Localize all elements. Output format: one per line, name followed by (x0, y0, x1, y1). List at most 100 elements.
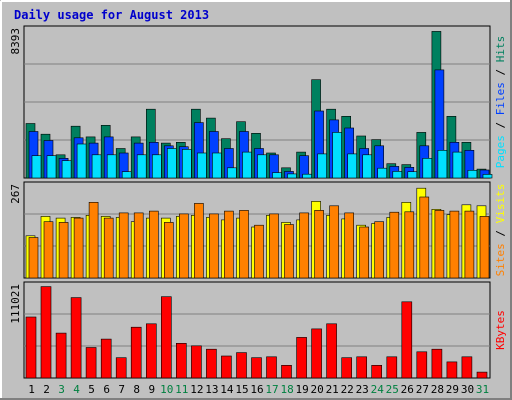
bar-kbytes-day-22 (341, 357, 353, 379)
bar-sites-day-12 (194, 203, 204, 279)
bar-pages-day-4 (76, 143, 87, 179)
bar-sites-day-3 (58, 222, 69, 279)
bar-pages-day-19 (302, 173, 312, 179)
bar-sites-day-2 (43, 221, 54, 279)
bar-kbytes-day-13 (206, 348, 217, 379)
legend-part: Visits (494, 184, 507, 224)
bar-kbytes-day-17 (266, 356, 277, 379)
bar-kbytes-day-11 (176, 342, 187, 379)
bar-kbytes-day-4 (70, 297, 82, 379)
x-tick-label: 4 (73, 383, 80, 396)
bar-sites-day-13 (209, 213, 219, 279)
bar-kbytes-day-28 (431, 348, 443, 379)
bar-pages-day-26 (407, 171, 418, 179)
bar-sites-day-30 (464, 210, 475, 279)
bar-kbytes-day-18 (281, 364, 292, 379)
bar-sites-day-20 (314, 210, 324, 279)
legend-part: KBytes (494, 310, 507, 350)
x-tick-label: 19 (295, 383, 308, 396)
bar-kbytes-day-27 (416, 351, 428, 379)
bar-sites-day-23 (359, 226, 370, 279)
legend-part: Sites (494, 243, 507, 276)
x-tick-label: 2 (43, 383, 50, 396)
bar-sites-day-31 (479, 216, 490, 279)
x-tick-label: 17 (265, 383, 278, 396)
x-tick-label: 16 (250, 383, 263, 396)
bar-sites-day-28 (434, 210, 445, 279)
legend-part: Pages (494, 135, 507, 168)
bar-sites-day-11 (179, 213, 189, 279)
bar-pages-day-2 (46, 155, 57, 179)
bar-pages-day-20 (317, 153, 327, 179)
bar-pages-day-8 (136, 154, 147, 179)
bar-pages-day-5 (91, 154, 102, 179)
bar-kbytes-day-24 (371, 364, 383, 379)
bar-pages-day-6 (106, 154, 117, 179)
bar-kbytes-day-8 (130, 326, 142, 379)
bar-sites-day-10 (164, 222, 174, 279)
bar-sites-day-17 (269, 213, 279, 279)
x-tick-label: 15 (235, 383, 248, 396)
bar-sites-day-9 (149, 210, 159, 279)
panel-axis-legend: Pages / Files / Hits (494, 36, 507, 169)
x-tick-label: 27 (416, 383, 429, 396)
bar-pages-day-30 (467, 170, 478, 179)
bar-sites-day-15 (239, 210, 249, 279)
x-tick-label: 29 (446, 383, 459, 396)
x-tick-label: 14 (220, 383, 234, 396)
bar-pages-day-3 (61, 160, 72, 179)
panel-kbytes: 111021 KBytes (9, 281, 507, 379)
bar-sites-day-29 (449, 210, 460, 279)
bar-sites-day-26 (404, 211, 415, 279)
bar-kbytes-day-2 (40, 286, 52, 379)
bar-sites-day-21 (329, 205, 339, 279)
bar-kbytes-day-30 (461, 356, 473, 379)
bar-kbytes-day-23 (356, 356, 368, 379)
bar-pages-day-21 (332, 132, 342, 179)
x-tick-label: 9 (148, 383, 155, 396)
bar-kbytes-day-7 (115, 357, 127, 379)
bar-pages-day-27 (422, 158, 433, 179)
bar-sites-day-19 (299, 212, 309, 279)
x-tick-label: 23 (356, 383, 369, 396)
panel-max-label: 111021 (9, 284, 22, 324)
bar-kbytes-day-25 (386, 356, 398, 379)
x-tick-label: 21 (326, 383, 339, 396)
bar-kbytes-day-31 (476, 371, 488, 379)
bar-kbytes-day-10 (161, 296, 172, 379)
bar-pages-day-31 (482, 174, 493, 179)
bar-kbytes-day-15 (236, 352, 247, 379)
bar-pages-day-14 (227, 167, 237, 179)
bar-pages-day-15 (242, 151, 252, 179)
bar-sites-day-22 (344, 212, 355, 279)
bar-sites-day-27 (419, 196, 430, 279)
bar-kbytes-day-20 (311, 328, 322, 379)
legend-part: / (494, 62, 507, 82)
x-tick-label: 18 (280, 383, 293, 396)
bar-pages-day-17 (272, 172, 282, 179)
bar-sites-day-16 (254, 224, 264, 279)
bar-sites-day-8 (133, 212, 144, 279)
bar-sites-day-5 (88, 202, 99, 279)
bar-pages-day-11 (182, 149, 192, 179)
bar-pages-day-7 (121, 171, 132, 179)
x-tick-label: 1 (28, 383, 35, 396)
bar-kbytes-day-12 (191, 345, 202, 379)
bar-kbytes-day-14 (221, 355, 232, 379)
bar-kbytes-day-29 (446, 361, 458, 379)
x-tick-label: 12 (190, 383, 203, 396)
panel-hits-files-pages: 8393 Pages / Files / Hits (9, 25, 507, 179)
bar-pages-day-9 (152, 154, 162, 179)
panel-visits-sites: 267 Sites / Visits (9, 181, 507, 279)
x-tick-label: 24 (371, 383, 385, 396)
x-tick-label: 22 (341, 383, 354, 396)
x-tick-label: 6 (103, 383, 110, 396)
bar-pages-day-29 (452, 151, 463, 179)
bar-pages-day-13 (212, 152, 222, 179)
x-tick-label: 30 (461, 383, 474, 396)
legend-part: / (494, 115, 507, 135)
panel-axis-legend: Sites / Visits (494, 184, 507, 277)
bar-sites-day-7 (118, 212, 129, 279)
bar-sites-day-25 (389, 211, 400, 279)
bar-pages-day-16 (257, 154, 267, 179)
